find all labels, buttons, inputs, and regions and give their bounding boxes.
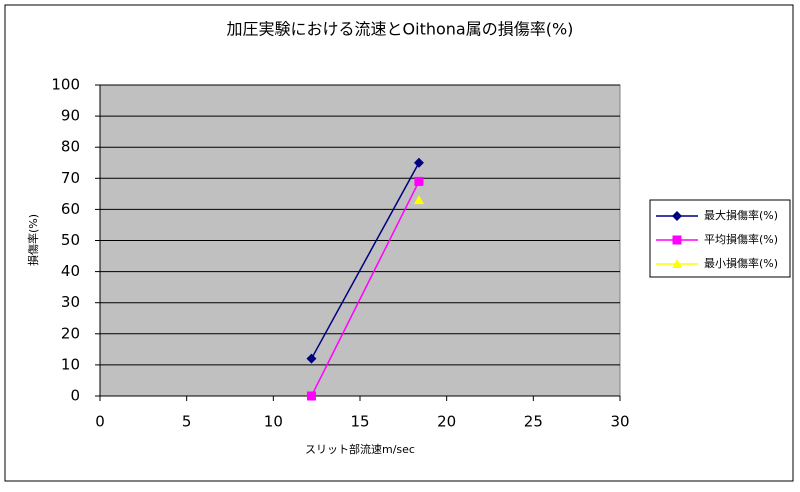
legend-marker (672, 235, 682, 245)
y-tick-label: 40 (61, 262, 80, 280)
x-tick-label: 15 (350, 413, 369, 431)
series-line (310, 162, 420, 360)
y-tick-label: 60 (61, 200, 80, 218)
x-tick-label: 25 (524, 413, 543, 431)
series-line (310, 181, 420, 397)
legend-marker (672, 259, 682, 268)
x-tick-label: 10 (264, 413, 283, 431)
y-tick-label: 10 (61, 355, 80, 373)
legend-label: 平均損傷率(%) (704, 232, 778, 246)
y-tick-label: 90 (61, 107, 80, 125)
y-tick-label: 80 (61, 138, 80, 156)
y-tick-label: 0 (70, 387, 80, 405)
y-axis-label: 損傷率(%) (26, 214, 40, 266)
x-tick-label: 30 (610, 413, 629, 431)
y-tick-label: 70 (61, 169, 80, 187)
legend-marker (672, 211, 682, 221)
legend-label: 最大損傷率(%) (704, 208, 778, 222)
data-point (306, 391, 316, 401)
x-tick-label: 0 (95, 413, 105, 431)
legend-label: 最小損傷率(%) (704, 256, 778, 270)
x-tick-label: 5 (182, 413, 192, 431)
y-tick-label: 30 (61, 293, 80, 311)
data-point (306, 353, 317, 364)
y-tick-label: 20 (61, 324, 80, 342)
chart-title: 加圧実験における流速とOithona属の損傷率(%) (227, 20, 574, 39)
x-tick-label: 20 (437, 413, 456, 431)
data-point (413, 195, 424, 205)
y-tick-label: 100 (51, 76, 80, 94)
data-point (413, 157, 424, 168)
y-tick-label: 50 (61, 231, 80, 249)
data-point (414, 176, 424, 186)
x-axis-label: スリット部流速m/sec (305, 442, 415, 456)
